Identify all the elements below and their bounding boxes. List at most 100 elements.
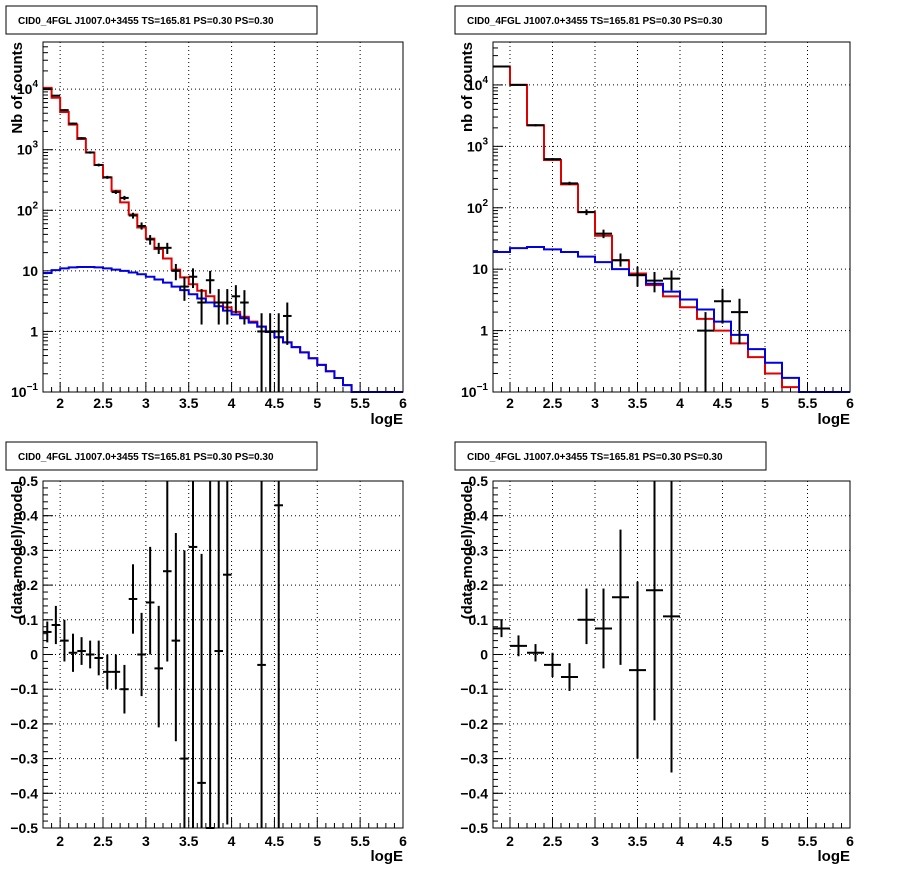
axes — [492, 47, 851, 393]
x-tick-label: 5.5 — [798, 833, 818, 849]
y-tick-label: 0.2 — [469, 577, 489, 593]
data-point — [188, 481, 198, 828]
y-tick-label: 1 — [480, 323, 488, 339]
y-tick-label: −0.1 — [10, 681, 38, 697]
data-point — [493, 65, 510, 68]
x-tick-label: 5.5 — [350, 833, 370, 849]
plot-frame — [42, 480, 404, 829]
data-point — [197, 289, 206, 325]
y-tick-label: 10 — [22, 263, 38, 279]
data-point — [544, 158, 561, 161]
x-tick-label: 4 — [676, 833, 684, 849]
y-tick-label: 0.4 — [469, 508, 489, 524]
y-tick-label: 0.4 — [19, 508, 39, 524]
data-point — [561, 181, 578, 185]
y-axis-title: (data-model)/model — [9, 481, 26, 619]
data-point — [85, 640, 95, 669]
x-tick-label: 3 — [142, 833, 150, 849]
data-point — [180, 276, 189, 301]
data-point — [60, 109, 69, 112]
x-tick-label: 5 — [761, 833, 769, 849]
y-tick-label: −0.5 — [10, 820, 38, 836]
data-point — [51, 94, 61, 97]
chart-title: CID0_4FGL J1007.0+3455 TS=165.81 PS=0.30… — [467, 16, 723, 27]
chart-title-box — [454, 5, 767, 35]
x-tick-label: 5 — [313, 395, 321, 411]
data-point — [612, 253, 629, 267]
data-point — [578, 588, 595, 645]
y-tick-label: 0.5 — [469, 473, 489, 489]
data-point — [561, 663, 578, 691]
y-tick-label: 0.2 — [19, 577, 39, 593]
x-tick-label: 4.5 — [265, 395, 285, 411]
chart-title-box — [454, 441, 767, 471]
y-tick-label: 1 — [30, 323, 38, 339]
x-tick-label: 4 — [228, 833, 236, 849]
x-tick-label: 4 — [676, 395, 684, 411]
y-tick-label: 104 — [17, 79, 39, 97]
data-point — [731, 298, 748, 345]
x-tick-label: 5.5 — [798, 395, 818, 411]
data-point — [51, 605, 61, 645]
data-point — [43, 621, 52, 643]
y-tick-label: −0.4 — [460, 785, 488, 801]
x-axis-title: logE — [818, 411, 851, 428]
x-tick-label: 2 — [506, 833, 514, 849]
chart-panel-2: CID0_4FGL J1007.0+3455 TS=165.81 PS=0.30… — [454, 5, 854, 428]
data-point — [274, 313, 283, 392]
y-tick-label: 102 — [467, 198, 489, 216]
x-tick-label: 5 — [761, 395, 769, 411]
data-point — [77, 137, 86, 140]
x-tick-label: 3 — [142, 395, 150, 411]
x-tick-label: 3.5 — [179, 833, 199, 849]
x-tick-label: 2.5 — [93, 395, 113, 411]
chart-panel-4: CID0_4FGL J1007.0+3455 TS=165.81 PS=0.30… — [454, 441, 854, 865]
data-point — [240, 290, 249, 325]
data-point — [111, 190, 121, 194]
y-tick-label: 103 — [467, 136, 489, 154]
data-point — [120, 195, 129, 201]
grid — [43, 481, 403, 828]
data-point — [265, 313, 275, 392]
chart-title-box — [5, 5, 318, 35]
chart-panel-3: CID0_4FGL J1007.0+3455 TS=165.81 PS=0.30… — [5, 441, 407, 865]
y-tick-label: 0.5 — [19, 473, 39, 489]
x-tick-label: 3 — [591, 395, 599, 411]
data-point — [214, 481, 223, 828]
plot-frame — [492, 41, 851, 393]
y-tick-label: 10−1 — [11, 382, 38, 400]
x-tick-label: 5.5 — [350, 395, 370, 411]
data-point — [137, 222, 146, 230]
data-point — [629, 581, 646, 759]
data-point — [163, 242, 172, 254]
y-tick-label: 10 — [472, 261, 488, 277]
x-tick-label: 3.5 — [628, 833, 648, 849]
histogram-series — [43, 86, 403, 393]
data-point — [171, 263, 181, 281]
data-point — [163, 481, 172, 662]
x-tick-label: 6 — [846, 395, 854, 411]
y-tick-label: 10−1 — [461, 382, 488, 400]
x-axis-title: logE — [818, 848, 851, 865]
y-tick-label: −0.3 — [10, 751, 38, 767]
data-point — [60, 619, 69, 662]
data-point — [663, 481, 680, 773]
y-tick-label: −0.2 — [460, 716, 488, 732]
x-tick-label: 6 — [399, 833, 407, 849]
data-point — [714, 288, 731, 324]
histogram-series — [493, 65, 850, 393]
data-point — [120, 664, 129, 714]
x-tick-label: 2.5 — [543, 833, 563, 849]
data-point — [85, 151, 95, 154]
y-tick-label: 103 — [17, 140, 39, 158]
chart-title: CID0_4FGL J1007.0+3455 TS=165.81 PS=0.30… — [18, 16, 274, 27]
data-point — [154, 605, 163, 728]
data-point — [231, 285, 241, 314]
x-tick-label: 6 — [399, 395, 407, 411]
y-tick-label: −0.1 — [460, 681, 488, 697]
x-tick-label: 3.5 — [628, 395, 648, 411]
data-point — [94, 163, 103, 167]
data-point — [171, 533, 181, 742]
grid — [43, 42, 403, 392]
data-point — [145, 235, 155, 245]
